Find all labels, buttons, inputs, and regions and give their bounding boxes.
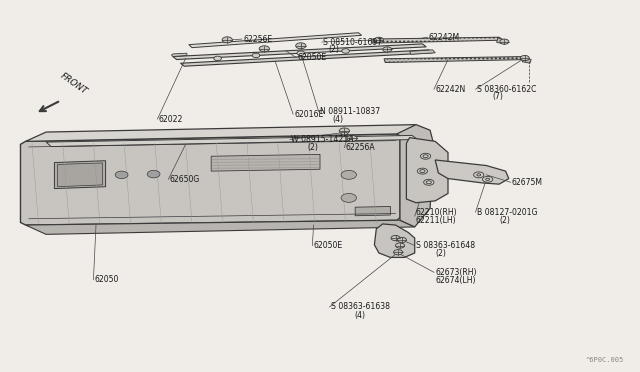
Text: 62256E: 62256E [243,35,273,44]
Polygon shape [497,38,506,44]
Circle shape [483,176,493,182]
Circle shape [341,132,348,136]
Circle shape [222,37,232,43]
Polygon shape [46,135,417,147]
Text: W 08915-1421A: W 08915-1421A [291,135,354,144]
Circle shape [115,171,128,179]
Text: S 08360-6162C: S 08360-6162C [477,85,536,94]
Text: 62242N: 62242N [435,85,465,94]
Polygon shape [435,160,509,184]
Polygon shape [20,134,400,225]
Text: N 08911-10837: N 08911-10837 [320,107,380,116]
Polygon shape [384,57,529,62]
Circle shape [420,153,431,159]
Polygon shape [211,154,320,171]
Circle shape [339,128,349,134]
Circle shape [477,174,481,176]
Text: 62050: 62050 [95,275,119,284]
Text: 62242M: 62242M [429,33,460,42]
Text: S 08363-61638: S 08363-61638 [331,302,390,311]
Circle shape [474,172,484,178]
Polygon shape [374,224,415,257]
Circle shape [296,43,306,49]
Text: (2): (2) [307,143,318,152]
Text: (4): (4) [333,115,344,124]
Circle shape [342,49,349,53]
Text: (2): (2) [435,249,446,258]
Polygon shape [26,220,415,234]
Circle shape [417,168,428,174]
Polygon shape [355,206,390,216]
Polygon shape [406,138,448,203]
Polygon shape [173,44,426,60]
Circle shape [500,39,509,44]
Circle shape [341,193,356,202]
Polygon shape [180,50,433,66]
Text: (4): (4) [354,311,365,320]
Circle shape [426,181,431,184]
Circle shape [420,170,425,173]
Text: 62674(LH): 62674(LH) [435,276,476,285]
Polygon shape [397,125,434,227]
Text: ^6P0C.005: ^6P0C.005 [586,357,624,363]
Circle shape [396,243,404,248]
Circle shape [394,250,403,255]
Text: FRONT: FRONT [58,72,89,97]
Text: 62673(RH): 62673(RH) [435,268,477,277]
Text: (2): (2) [499,216,510,225]
Polygon shape [189,33,362,48]
Circle shape [252,53,260,58]
Text: 62050E: 62050E [314,241,343,250]
Text: 62256A: 62256A [346,143,375,152]
Polygon shape [410,50,435,54]
Circle shape [214,56,221,61]
Polygon shape [172,53,187,57]
Circle shape [147,170,160,178]
Circle shape [424,179,434,185]
Text: (2): (2) [328,45,339,54]
Circle shape [391,235,400,241]
Text: 62050E: 62050E [298,53,327,62]
Text: (7): (7) [493,92,504,101]
Circle shape [374,37,383,42]
Polygon shape [371,37,503,43]
Text: B 08127-0201G: B 08127-0201G [477,208,538,217]
Circle shape [520,55,529,61]
Text: S 08510-61697: S 08510-61697 [323,38,382,46]
Polygon shape [522,57,531,63]
Circle shape [297,51,305,55]
Polygon shape [54,161,106,189]
Text: 62210(RH): 62210(RH) [416,208,458,217]
Text: 62675M: 62675M [512,178,543,187]
Text: 62211(LH): 62211(LH) [416,216,456,225]
Circle shape [383,47,392,52]
Circle shape [347,135,357,141]
Text: 62022: 62022 [159,115,183,124]
Circle shape [397,237,406,243]
Text: 62016E: 62016E [294,110,324,119]
Text: 62650G: 62650G [170,175,200,184]
Circle shape [341,170,356,179]
Circle shape [259,46,269,52]
Text: S 08363-61648: S 08363-61648 [416,241,475,250]
Polygon shape [26,125,416,141]
Polygon shape [58,163,102,187]
Circle shape [486,178,490,180]
Circle shape [423,155,428,158]
